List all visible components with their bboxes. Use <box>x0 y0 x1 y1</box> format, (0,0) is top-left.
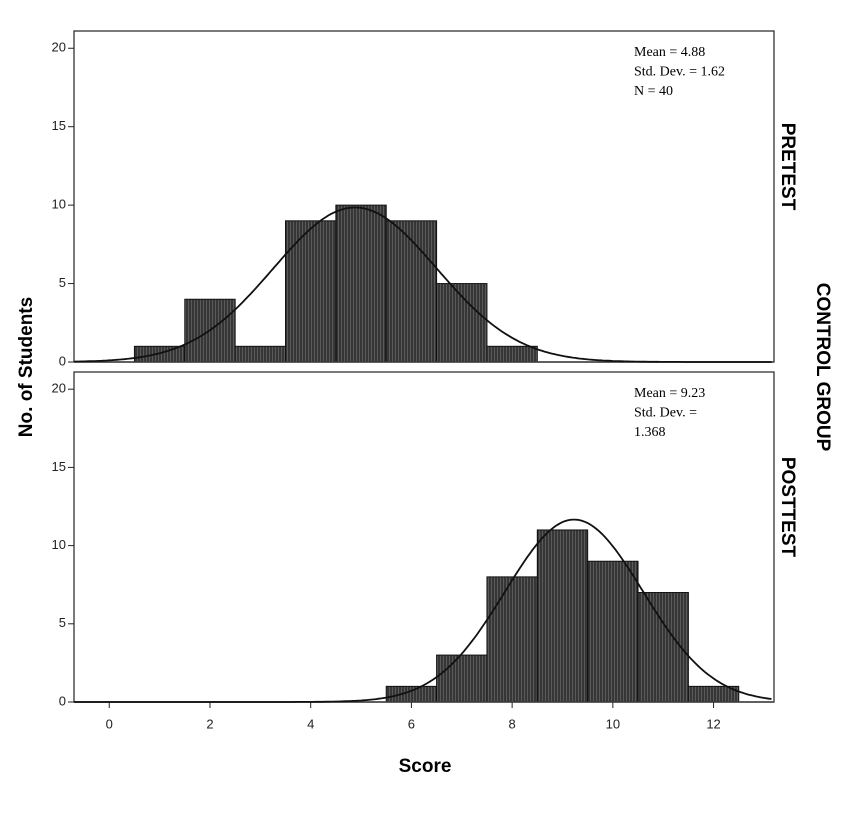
x-tick-label: 0 <box>106 716 113 731</box>
stats-annotation: Mean = 9.23 <box>634 386 705 401</box>
y-axis-label: No. of Students <box>16 297 37 437</box>
y-tick-label: 5 <box>59 275 66 290</box>
y-tick-label: 10 <box>52 537 66 552</box>
y-tick-label: 0 <box>59 693 66 708</box>
y-tick-label: 20 <box>52 40 66 55</box>
bar <box>285 220 337 363</box>
panel-label: PRETEST <box>777 123 798 211</box>
y-tick-label: 15 <box>52 118 66 133</box>
stats-annotation: 1.368 <box>634 425 666 440</box>
x-tick-label: 4 <box>307 716 314 731</box>
stats-annotation: Mean = 4.88 <box>634 45 705 60</box>
bar <box>587 560 639 703</box>
bar <box>436 654 488 703</box>
normal-curve <box>73 206 772 363</box>
bar <box>486 345 538 363</box>
y-tick-label: 10 <box>52 197 66 212</box>
stats-annotation: Std. Dev. = <box>634 406 697 421</box>
stats-annotation: Std. Dev. = 1.62 <box>634 65 725 80</box>
x-tick-label: 12 <box>706 716 720 731</box>
normal-curve <box>74 518 772 703</box>
bar <box>486 576 538 703</box>
x-tick-label: 10 <box>606 716 620 731</box>
x-tick-label: 2 <box>206 716 213 731</box>
y-tick-label: 5 <box>59 615 66 630</box>
x-tick-label: 6 <box>408 716 415 731</box>
panel-label: POSTTEST <box>777 457 798 558</box>
group-label: CONTROL GROUP <box>812 283 833 452</box>
bar <box>133 345 186 363</box>
stats-annotation: N = 40 <box>634 84 673 99</box>
y-tick-label: 0 <box>59 353 66 368</box>
bar <box>385 220 438 363</box>
y-tick-label: 15 <box>52 459 66 474</box>
bar <box>536 529 589 703</box>
bar <box>234 345 287 363</box>
bar <box>335 204 387 363</box>
x-tick-label: 8 <box>509 716 516 731</box>
x-axis-label: Score <box>399 756 452 777</box>
y-tick-label: 20 <box>52 381 66 396</box>
bar <box>385 685 438 703</box>
